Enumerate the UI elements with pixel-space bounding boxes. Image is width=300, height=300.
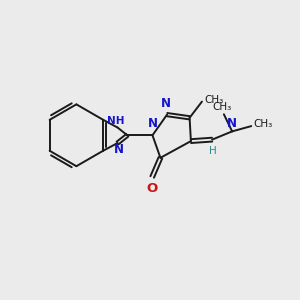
Text: N: N (114, 143, 124, 156)
Text: CH₃: CH₃ (254, 119, 273, 129)
Text: N: N (227, 117, 237, 130)
Text: CH₃: CH₃ (213, 102, 232, 112)
Text: O: O (146, 182, 157, 195)
Text: N: N (148, 117, 158, 130)
Text: CH₃: CH₃ (204, 95, 224, 105)
Text: NH: NH (107, 116, 125, 126)
Text: H: H (209, 146, 217, 156)
Text: N: N (160, 97, 171, 110)
